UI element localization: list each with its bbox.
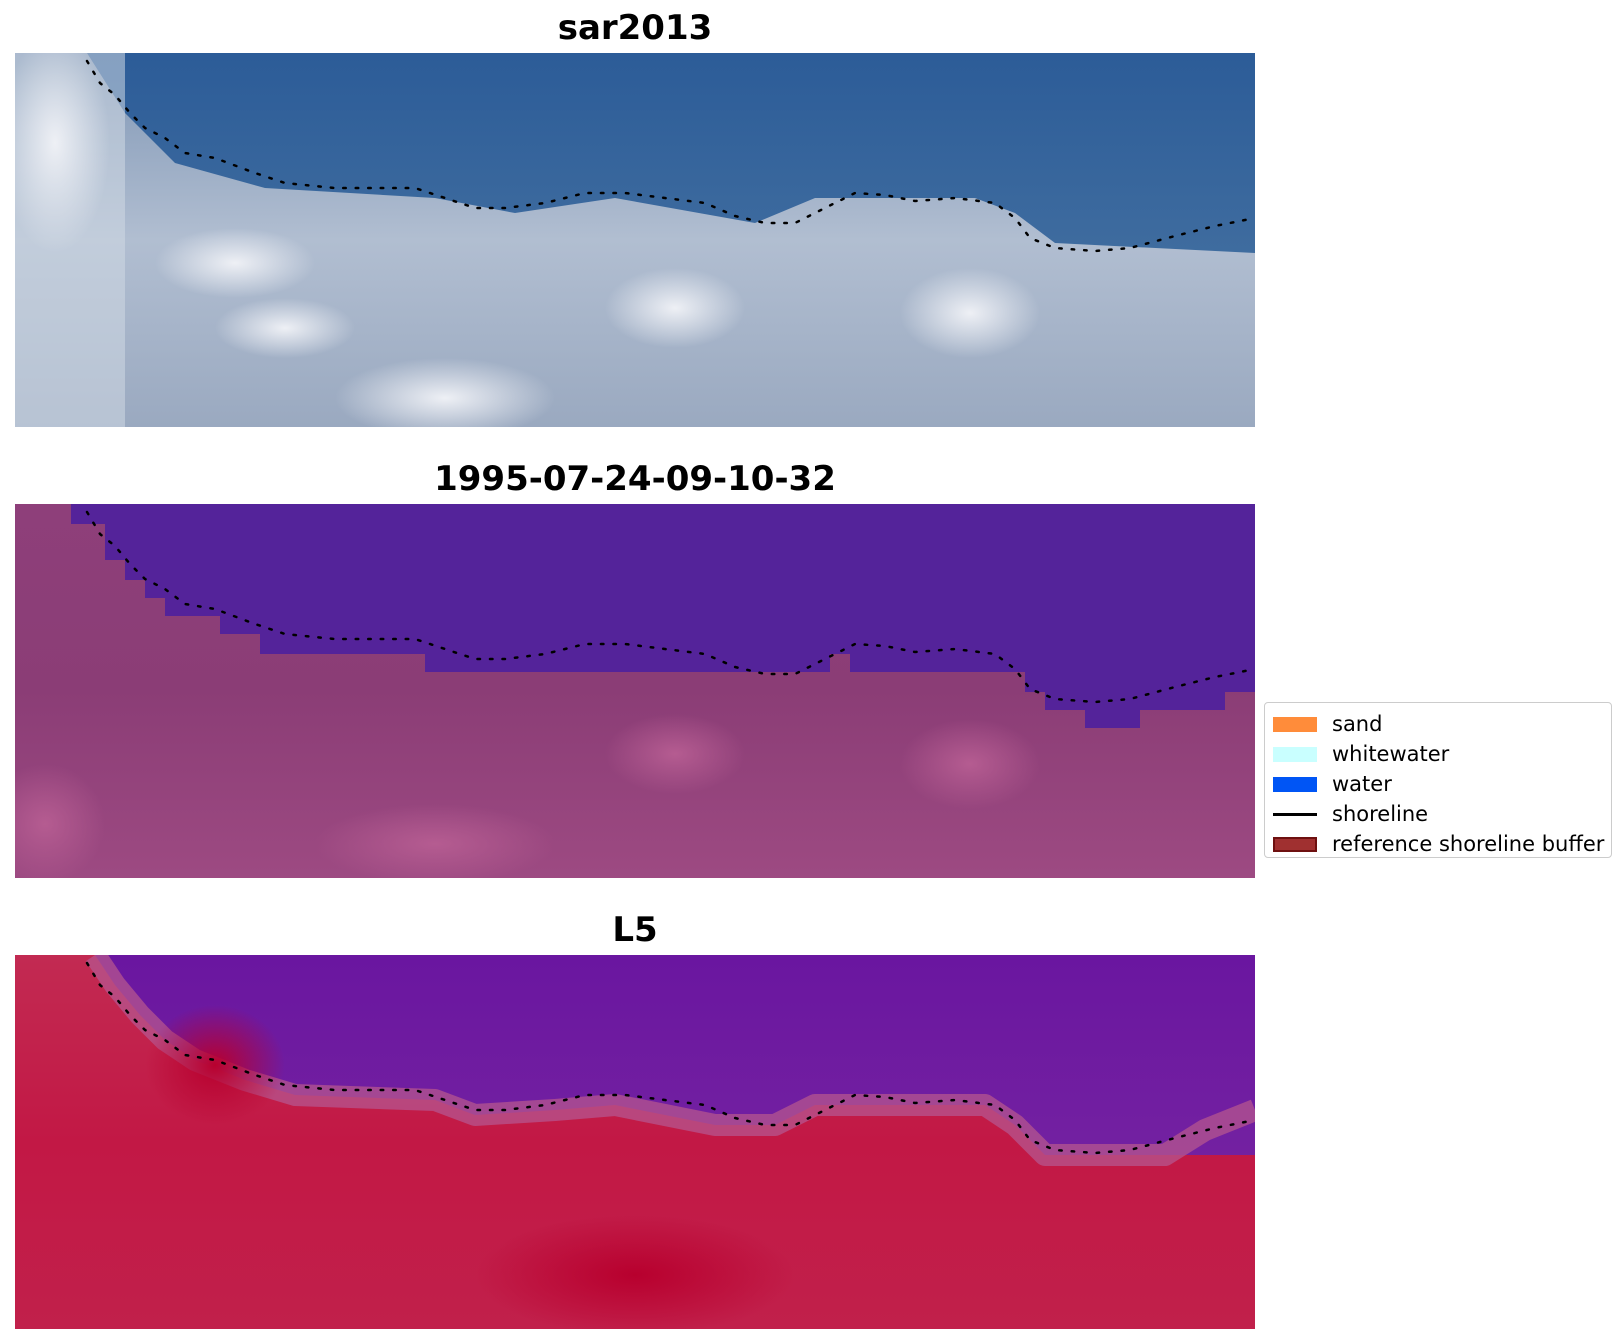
shoreline-dots-2: [85, 510, 1255, 704]
legend-label-shoreline: shoreline: [1332, 802, 1429, 826]
reference-buffer-swatch: [1273, 837, 1317, 852]
legend-item-whitewater: whitewater: [1265, 739, 1611, 769]
image-panel-2: [15, 504, 1255, 878]
legend: sand whitewater water shoreline referenc…: [1264, 702, 1612, 858]
legend-item-water: water: [1265, 769, 1611, 799]
image-panel-1: [15, 53, 1255, 427]
shoreline-line-swatch: [1273, 813, 1317, 816]
panel-title-1: sar2013: [557, 8, 713, 48]
legend-item-sand: sand: [1265, 709, 1611, 739]
panel-title-3: L5: [612, 910, 658, 950]
legend-item-shoreline: shoreline: [1265, 799, 1611, 829]
legend-label-water: water: [1332, 772, 1392, 796]
shoreline-dots-1: [85, 59, 1255, 253]
whitewater-swatch: [1273, 747, 1317, 762]
legend-label-reference-shoreline-buffer: reference shoreline buffer: [1332, 832, 1605, 856]
panel-title-2: 1995-07-24-09-10-32: [434, 459, 836, 499]
water-swatch: [1273, 777, 1317, 792]
sand-swatch: [1273, 717, 1317, 732]
image-panel-3: [15, 955, 1255, 1329]
shoreline-dots-3: [85, 961, 1255, 1155]
legend-label-whitewater: whitewater: [1332, 742, 1450, 766]
legend-item-reference-shoreline-buffer: reference shoreline buffer: [1265, 829, 1611, 859]
legend-label-sand: sand: [1332, 712, 1383, 736]
